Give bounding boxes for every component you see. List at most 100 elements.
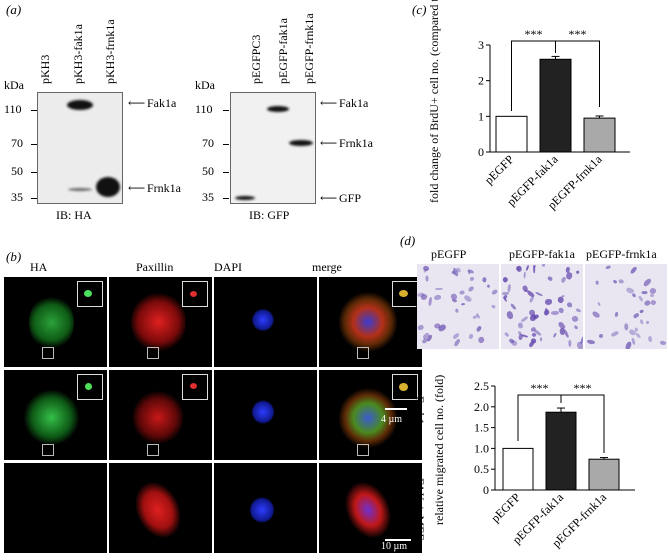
migrated-cell	[426, 333, 434, 342]
y-tick-label: 2.5	[474, 379, 489, 393]
migrated-cell	[565, 301, 572, 308]
band-label-gfp: GFP	[339, 191, 362, 205]
migrated-cell	[542, 264, 546, 268]
migrated-cell	[573, 324, 579, 330]
image-paxillin-frnk1a	[109, 370, 212, 460]
arrow-icon: ⟵	[128, 181, 146, 195]
scale-label-large: 10 µm	[381, 541, 408, 552]
ib-label: IB: GFP	[249, 208, 290, 222]
migrated-cell	[634, 332, 642, 340]
marker-50: 50	[202, 164, 214, 178]
band-label-fak1a: Fak1a	[147, 96, 177, 110]
marker-110: 110	[195, 102, 213, 116]
significance-label: ***	[569, 27, 587, 41]
migrated-cell	[624, 323, 629, 331]
scale-bar	[385, 539, 411, 541]
migrated-cell	[552, 332, 557, 339]
migrated-cell	[567, 339, 571, 347]
migrated-cell	[596, 302, 601, 307]
migrated-cell	[612, 279, 618, 285]
migrated-cell	[530, 338, 537, 344]
migrated-cell	[629, 265, 638, 275]
migrated-cell	[642, 291, 648, 295]
bar	[495, 115, 528, 153]
y-tick-label: 0	[478, 145, 484, 159]
migrated-cell	[472, 314, 478, 320]
migrated-cell	[575, 270, 579, 274]
migrated-cell	[506, 310, 514, 320]
migrated-cell	[491, 304, 496, 310]
migration-image-pegfp-fak1a	[501, 264, 583, 349]
image-ha-mef	[4, 463, 107, 553]
chart-d: 00.51.01.52.02.5pEGFPpEGFP-fak1apEGFP-fr…	[474, 379, 635, 550]
migrated-cell	[463, 294, 473, 303]
migration-image-pegfp-frnk1a	[585, 264, 667, 349]
column-header-ha: HA	[30, 260, 48, 274]
band-frnk1a	[96, 177, 120, 197]
marker-70: 70	[11, 136, 23, 150]
migrated-cell	[469, 277, 475, 282]
image-label-pegfp-frnk1a: pEGFP-frnk1a	[586, 247, 657, 261]
migrated-cell	[523, 289, 529, 293]
migrated-cell	[434, 287, 443, 291]
image-dapi-mef	[214, 463, 317, 553]
kda-label: kDa	[4, 78, 24, 92]
y-tick-label: 1	[478, 109, 484, 123]
migrated-cell	[547, 275, 554, 282]
image-ha-frnk1a	[4, 370, 107, 460]
migrated-cell	[648, 335, 653, 342]
migration-image-pegfp	[417, 264, 499, 349]
migrated-cell	[591, 310, 601, 320]
image-merge-frnk1a: 4 µm	[319, 370, 422, 460]
lane-label: pEGFPC3	[249, 34, 263, 84]
migrated-cell	[501, 276, 509, 284]
lane-label: pKH3	[38, 54, 52, 84]
column-header-merge: merge	[312, 260, 342, 274]
migrated-cell	[490, 288, 498, 296]
marker-70: 70	[202, 136, 214, 150]
row-label-frnk1a: Frnk1a	[413, 396, 427, 430]
band-frnk1a-faint	[68, 188, 92, 191]
image-paxillin-fak1a	[109, 277, 212, 367]
lane-label: pKH3-frnk1a	[103, 19, 117, 84]
marker-110: 110	[4, 102, 22, 116]
migrated-cell	[486, 284, 491, 289]
bar	[583, 117, 616, 153]
migrated-cell	[544, 298, 552, 305]
band-label-frnk1a: Frnk1a	[339, 136, 373, 150]
migrated-cell	[419, 292, 428, 301]
migrated-cell	[623, 340, 633, 349]
column-header-dapi: DAPI	[214, 260, 243, 274]
blot-membrane	[230, 92, 316, 204]
significance-bracket	[555, 40, 600, 107]
image-label-pegfp-fak1a: pEGFP-fak1a	[509, 247, 575, 261]
image-dapi-fak1a	[214, 277, 317, 367]
migrated-cell	[433, 295, 442, 301]
migrated-cell	[529, 315, 536, 321]
band-frnk1a	[289, 140, 313, 146]
migrated-cell	[610, 330, 620, 338]
arrow-icon: ⟵	[320, 136, 338, 150]
blot-membrane	[37, 92, 123, 204]
y-tick-label: 0	[483, 483, 489, 497]
migrated-cell	[638, 295, 644, 302]
significance-label: ***	[525, 27, 543, 41]
migrated-cell	[560, 276, 567, 284]
band-fak1a	[267, 106, 289, 112]
bar	[539, 58, 572, 153]
migrated-cell	[594, 280, 599, 285]
migrated-cell	[534, 291, 543, 298]
migrated-cell	[503, 294, 509, 299]
bar	[502, 447, 534, 491]
row-label-mef: FAK-/- MEF	[413, 478, 427, 541]
migrated-cell	[510, 303, 517, 310]
y-tick-label: 3	[478, 38, 484, 52]
migrated-cell	[428, 296, 433, 306]
y-tick-label: 2.0	[474, 400, 489, 414]
migrated-cell	[639, 309, 644, 314]
migrated-cell	[468, 333, 474, 340]
category-label: pEGFP	[488, 490, 523, 525]
kda-label: kDa	[195, 78, 215, 92]
migrated-cell	[417, 323, 424, 331]
lane-label: pEGFP-frnk1a	[302, 13, 316, 84]
